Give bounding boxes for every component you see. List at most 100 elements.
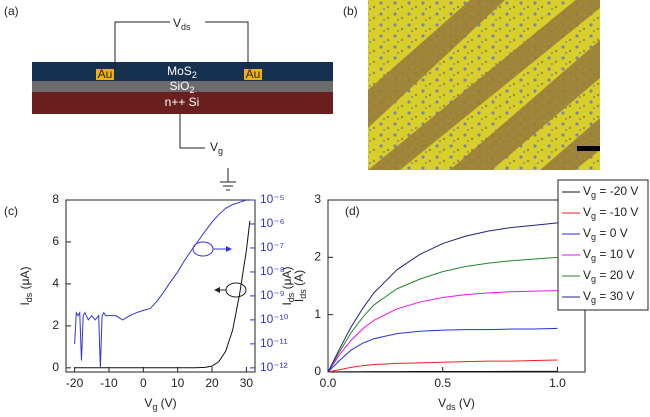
y-tick-label: 0 — [314, 364, 321, 378]
au-pad — [96, 69, 114, 80]
legend-label-rest: = -20 V — [596, 184, 638, 198]
x-tick-label: -20 — [66, 376, 84, 390]
y-axis-label-sub: ds — [286, 292, 296, 302]
series-line — [327, 327, 558, 373]
legend-label-main: V — [583, 247, 591, 261]
x-tick-label: -10 — [100, 376, 118, 390]
x-tick-label: 0.5 — [434, 376, 451, 390]
legend-label-rest: = 10 V — [596, 247, 634, 261]
y-axis-label-sub: ds — [24, 292, 34, 302]
y-axis-label-main: I — [280, 302, 294, 305]
y-tick-label: 3 — [314, 192, 321, 206]
series-line — [74, 199, 247, 368]
legend-box — [557, 179, 649, 311]
y2-tick-label: 10⁻⁷ — [260, 240, 284, 254]
x-axis-label: Vds (V) — [438, 396, 475, 412]
y2-tick-label: 10⁻¹² — [260, 360, 288, 374]
vds-label: Vds — [173, 16, 191, 32]
legend-label-rest: = 20 V — [596, 268, 634, 282]
electrode-label: Au — [246, 67, 261, 81]
vg-label-main: V — [210, 140, 218, 154]
legend-label-main: V — [583, 184, 591, 198]
layer-label: n++ Si — [165, 95, 200, 109]
legend-label-rest: = 30 V — [596, 289, 634, 303]
plot-frame — [65, 199, 256, 373]
y-tick-label: 8 — [52, 192, 59, 206]
y2-axis-label-main: I — [292, 299, 306, 302]
x-tick-label: 0.0 — [320, 376, 337, 390]
legend-label-sub: g — [591, 232, 596, 242]
x-axis-label: Vg (V) — [144, 396, 176, 412]
panel-label: (c) — [4, 204, 18, 218]
panel-label: (d) — [345, 204, 360, 218]
vg-label: Vg — [210, 140, 223, 156]
legend-label: Vg = -20 V — [583, 184, 638, 200]
x-axis-label-main: V — [438, 396, 446, 410]
legend-label-main: V — [583, 205, 591, 219]
legend-label-main: V — [583, 289, 591, 303]
x-tick-label: 30 — [240, 376, 254, 390]
series-line — [327, 290, 558, 373]
x-axis-label-rest: (V) — [456, 396, 475, 410]
sio2-layer — [32, 81, 333, 92]
legend-label: Vg = 20 V — [583, 268, 634, 284]
layer-label-main: MoS — [167, 64, 192, 78]
series-line — [327, 359, 558, 373]
legend-label-sub: g — [591, 295, 596, 305]
y-tick-label: 2 — [314, 250, 321, 264]
legend-label: Vg = -10 V — [583, 205, 638, 221]
layer-label: MoS2 — [167, 64, 197, 80]
wire — [205, 21, 249, 69]
vds-label-main: V — [173, 16, 181, 30]
legend-label: Vg = 30 V — [583, 289, 634, 305]
legend-label-sub: g — [591, 190, 596, 200]
layer-label-sub: 2 — [192, 70, 197, 80]
layer-label-main: SiO — [169, 79, 189, 93]
device-diagram — [32, 21, 333, 191]
x-tick-label: 10 — [171, 376, 185, 390]
legend-label-main: V — [583, 268, 591, 282]
x-axis-label-main: V — [144, 396, 152, 410]
y-axis-label-rest: (μA) — [280, 266, 294, 292]
x-tick-label: 20 — [205, 376, 219, 390]
series-line — [327, 256, 558, 373]
panel-label: (b) — [343, 4, 358, 18]
vds-label-sub: ds — [181, 22, 191, 32]
legend-label-main: V — [583, 226, 591, 240]
legend-label: Vg = 0 V — [583, 226, 628, 242]
layer-label: SiO2 — [169, 79, 194, 95]
x-tick-label: 0 — [140, 376, 147, 390]
y2-axis-label-rest: (A) — [292, 270, 306, 289]
series-line — [327, 222, 558, 373]
vg-label-sub: g — [218, 146, 223, 156]
y2-tick-label: 10⁻¹⁰ — [260, 312, 289, 326]
y2-tick-label: 10⁻⁸ — [260, 264, 285, 278]
wire — [179, 114, 205, 149]
y-axis-label-rest: (μA) — [18, 266, 32, 292]
x-tick-label: 1.0 — [549, 376, 566, 390]
y-axis-label: Ids (μA) — [18, 266, 34, 305]
panel-label: (a) — [4, 4, 19, 18]
x-axis-label-rest: (V) — [157, 396, 176, 410]
y-axis-label: Ids (μA) — [280, 266, 296, 305]
legend-label: Vg = 10 V — [583, 247, 634, 263]
electrode-label: Au — [98, 67, 113, 81]
micrograph — [368, 0, 600, 170]
legend-label-rest: = 0 V — [596, 226, 628, 240]
legend-label-sub: g — [591, 253, 596, 263]
y2-tick-label: 10⁻⁶ — [260, 216, 285, 230]
layer-label-sub: 2 — [190, 85, 195, 95]
y2-axis-label-sub: ds — [298, 289, 308, 299]
x-axis-label-sub: ds — [446, 402, 456, 412]
au-pad — [244, 69, 262, 80]
y2-tick-label: 10⁻⁵ — [260, 192, 285, 206]
x-axis-label-sub: g — [152, 402, 157, 412]
annotations — [192, 241, 247, 298]
si-layer — [32, 92, 333, 114]
wire — [114, 21, 170, 69]
plot-frame — [327, 199, 586, 373]
y-tick-label: 4 — [52, 276, 59, 290]
y2-tick-label: 10⁻¹¹ — [260, 336, 288, 350]
y-tick-label: 6 — [52, 234, 59, 248]
